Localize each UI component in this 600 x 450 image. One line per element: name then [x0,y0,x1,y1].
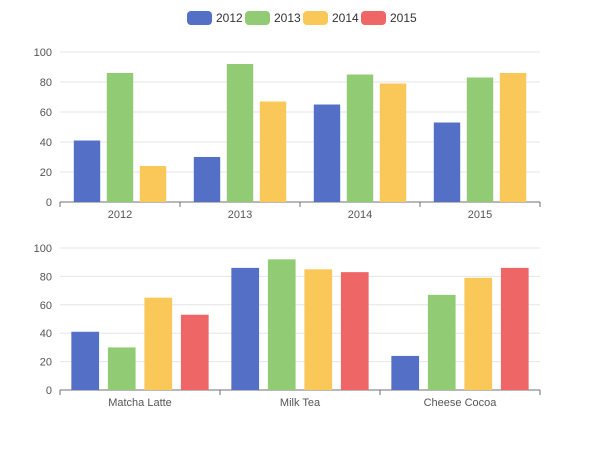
legend-swatch-2015[interactable] [361,11,386,25]
y-tick-label-0-60: 60 [40,107,52,119]
y-tick-label-0-100: 100 [34,47,52,59]
bar-0-3-1[interactable] [466,77,494,203]
bar-0-1-2[interactable] [259,101,287,203]
bar-1-2-0[interactable] [391,355,420,390]
y-tick-label-0-0: 0 [46,197,52,209]
y-tick-label-1-100: 100 [34,243,52,255]
y-tick-label-0-40: 40 [40,137,52,149]
bar-1-0-3[interactable] [180,314,209,390]
bar-0-0-2[interactable] [139,166,167,202]
y-tick-label-0-20: 20 [40,167,52,179]
y-tick-label-1-60: 60 [40,300,52,312]
x-tick-label-0-3: 2015 [468,209,492,221]
x-tick-label-1-2: Cheese Cocoa [424,397,498,409]
bar-0-0-1[interactable] [106,73,134,202]
legend-swatch-2013[interactable] [245,11,270,25]
bar-1-1-1[interactable] [267,259,296,390]
bar-0-1-1[interactable] [226,64,254,202]
legend-label-2013[interactable]: 2013 [274,11,301,25]
bar-1-2-2[interactable] [464,277,493,390]
bar-1-2-3[interactable] [500,267,529,390]
x-tick-label-0-2: 2014 [348,209,372,221]
bar-1-2-1[interactable] [427,294,456,390]
bar-0-2-2[interactable] [379,83,407,203]
y-tick-label-1-80: 80 [40,271,52,283]
legend-label-2015[interactable]: 2015 [390,11,417,25]
bar-1-0-0[interactable] [71,331,100,390]
y-tick-label-0-80: 80 [40,77,52,89]
y-tick-label-1-20: 20 [40,357,52,369]
legend-label-2012[interactable]: 2012 [216,11,243,25]
x-tick-label-0-0: 2012 [108,209,132,221]
y-tick-label-1-40: 40 [40,328,52,340]
bar-0-2-0[interactable] [313,104,341,203]
bar-0-3-2[interactable] [499,73,527,202]
x-tick-label-1-1: Milk Tea [280,397,321,409]
bar-0-0-0[interactable] [73,140,101,203]
bar-1-1-3[interactable] [340,272,369,390]
legend-swatch-2012[interactable] [187,11,212,25]
bar-0-2-1[interactable] [346,74,374,203]
x-tick-label-1-0: Matcha Latte [108,397,172,409]
legend-label-2014[interactable]: 2014 [332,11,359,25]
bar-1-0-2[interactable] [144,297,173,390]
y-tick-label-1-0: 0 [46,385,52,397]
bar-1-1-0[interactable] [231,267,260,390]
legend-swatch-2014[interactable] [303,11,328,25]
x-tick-label-0-1: 2013 [228,209,252,221]
bar-1-1-2[interactable] [304,269,333,390]
bar-0-1-0[interactable] [193,157,221,202]
bar-1-0-1[interactable] [107,347,136,390]
bar-0-3-0[interactable] [433,122,461,203]
